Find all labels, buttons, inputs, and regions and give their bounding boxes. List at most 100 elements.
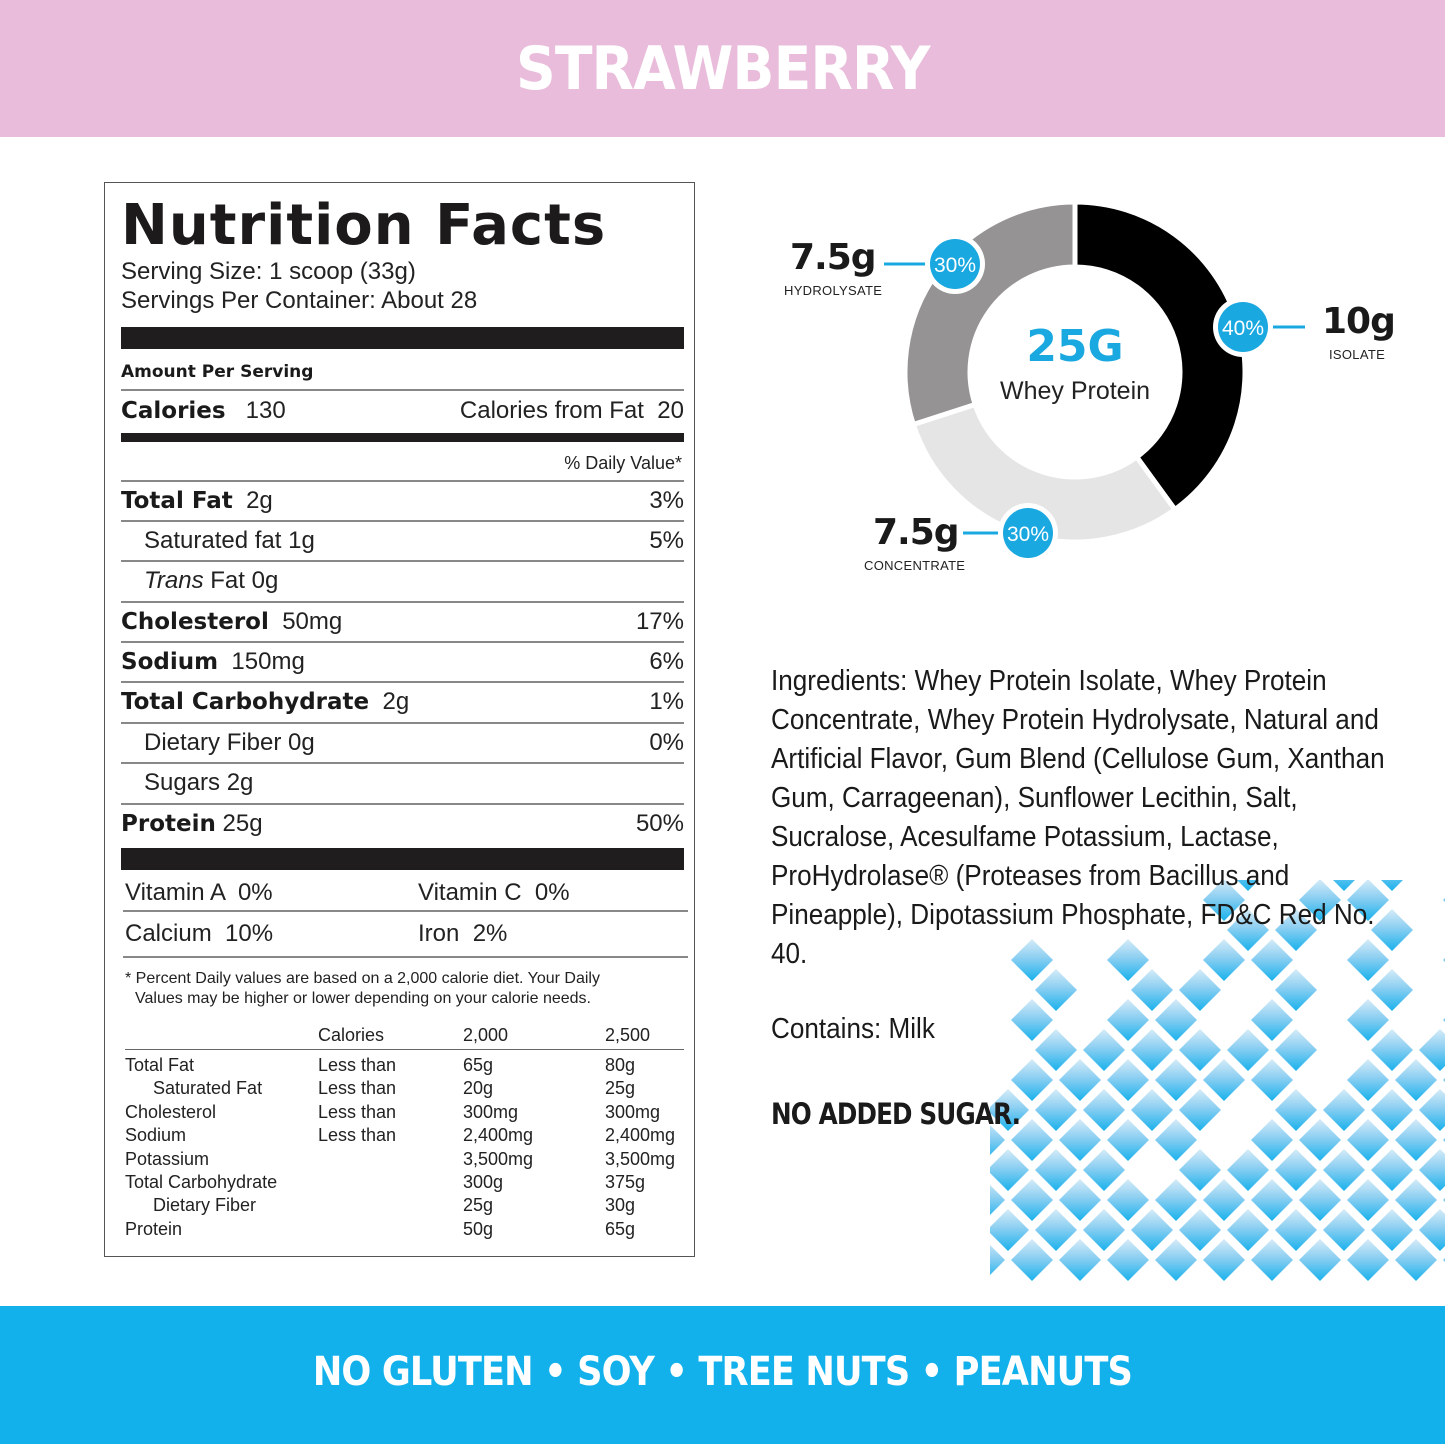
ingredients-text: Ingredients: Whey Protein Isolate, Whey … xyxy=(771,665,1385,970)
reference-table-cell: 20g xyxy=(463,1078,494,1099)
divider xyxy=(121,641,684,643)
reference-table-cell: 80g xyxy=(605,1055,636,1075)
calories-value: 130 xyxy=(245,397,286,424)
flavor-banner: STRAWBERRY xyxy=(0,0,1445,137)
calories-label: Calories xyxy=(121,398,226,424)
medium-divider xyxy=(121,433,684,442)
nutrient-name: Sugars 2g xyxy=(144,769,254,796)
no-added-sugar-claim: NO ADDED SUGAR. xyxy=(771,1097,1021,1131)
nutrient-name: Protein xyxy=(121,811,216,837)
divider xyxy=(123,910,688,912)
nutrient-row: Sodium 150mg 6% xyxy=(121,643,684,681)
reference-table-cell: 375g xyxy=(605,1172,646,1192)
reference-table-cell: Cholesterol xyxy=(125,1101,217,1122)
reference-table-cell: Less than xyxy=(318,1125,397,1146)
nutrient-row: Total Fat 2g 3% xyxy=(121,482,684,520)
iron: Iron 2% xyxy=(418,920,508,947)
nutrient-amount: 1g xyxy=(288,527,315,554)
calories-from-fat-value: 20 xyxy=(657,397,684,424)
divider xyxy=(121,681,684,683)
reference-table-cell: 3,500mg xyxy=(605,1148,676,1169)
reference-table-cell: 300mg xyxy=(463,1101,519,1122)
nutrient-name: Fat 0g xyxy=(210,567,279,594)
reference-table-cell: Less than xyxy=(318,1101,397,1122)
reference-table-cell: 300g xyxy=(463,1172,504,1192)
divider xyxy=(121,601,684,603)
nutrient-daily-value: 50% xyxy=(635,810,684,837)
divider xyxy=(121,480,684,482)
table-header-2000: 2,000 xyxy=(463,1025,509,1045)
reference-table-cell: Less than xyxy=(318,1078,397,1099)
nutrition-facts-title: Nutrition Facts xyxy=(121,193,607,258)
reference-table-cell: 2,400mg xyxy=(463,1125,534,1146)
nutrient-name: Cholesterol xyxy=(121,609,269,635)
divider xyxy=(121,389,684,391)
nutrient-daily-value: 17% xyxy=(635,608,684,635)
reference-table-cell: 3,500mg xyxy=(463,1148,534,1169)
nutrient-name: Dietary Fiber 0g xyxy=(144,729,315,756)
reference-table-cell: 25g xyxy=(463,1195,494,1216)
amount-per-serving-label: Amount Per Serving xyxy=(121,362,314,382)
divider xyxy=(121,520,684,522)
nutrient-amount: 150mg xyxy=(231,648,305,675)
nutrient-row: Protein 25g 50% xyxy=(121,805,684,843)
reference-table-cell: Protein xyxy=(125,1218,183,1239)
nutrient-row: Sugars 2g xyxy=(121,764,684,802)
serving-size: Serving Size: 1 scoop (33g) xyxy=(121,258,416,285)
nutrient-name: Saturated fat xyxy=(144,527,282,554)
nutrient-row: Dietary Fiber 0g 0% xyxy=(121,724,684,762)
calories-from-fat-label: Calories from Fat xyxy=(459,397,644,424)
table-header-2500: 2,500 xyxy=(605,1025,651,1045)
reference-table-cell: 65g xyxy=(605,1218,636,1239)
reference-table-cell: 25g xyxy=(605,1078,636,1099)
nutrient-daily-value: 6% xyxy=(649,648,684,675)
nutrient-daily-value: 0% xyxy=(649,729,684,756)
divider xyxy=(121,762,684,764)
nutrient-daily-value: 3% xyxy=(649,487,684,514)
nutrient-name: Total Fat xyxy=(121,488,233,514)
divider xyxy=(121,803,684,805)
divider xyxy=(121,722,684,724)
nutrient-amount: 50mg xyxy=(282,608,343,635)
nutrient-name: Sodium xyxy=(121,649,219,675)
calories-row: Calories 130 Calories from Fat 20 xyxy=(121,392,684,430)
reference-table-cell: 300mg xyxy=(605,1101,661,1122)
reference-table-cell: 65g xyxy=(463,1055,494,1075)
allergen-free-text: NO GLUTEN • SOY • TREE NUTS • PEANUTS xyxy=(312,1349,1133,1395)
vitamin-a: Vitamin A 0% xyxy=(125,879,273,906)
footnote: * Percent Daily values are based on a 2,… xyxy=(125,969,685,1009)
calcium: Calcium 10% xyxy=(125,920,274,947)
reference-table-cell: 50g xyxy=(463,1218,494,1239)
servings-per-container: Servings Per Container: About 28 xyxy=(121,287,478,314)
thick-divider xyxy=(121,848,684,870)
vitamin-c: Vitamin C 0% xyxy=(418,879,570,906)
allergen-free-banner: NO GLUTEN • SOY • TREE NUTS • PEANUTS xyxy=(0,1306,1445,1444)
nutrient-row: Total Carbohydrate 2g 1% xyxy=(121,683,684,721)
reference-table-cell: Potassium xyxy=(125,1148,210,1169)
nutrient-name: Total Carbohydrate xyxy=(121,689,370,715)
allergen-contains: Contains: Milk xyxy=(771,1013,935,1045)
reference-table-cell: 2,400mg xyxy=(605,1125,676,1146)
daily-value-header: % Daily Value* xyxy=(564,453,682,473)
nutrient-name-italic: Trans xyxy=(144,567,204,594)
nutrient-row: Cholesterol 50mg 17% xyxy=(121,603,684,641)
flavor-title: STRAWBERRY xyxy=(515,33,931,104)
nutrient-amount: 2g xyxy=(382,688,410,715)
reference-table-cell: Total Carbohydrate xyxy=(125,1172,278,1192)
table-header-calories: Calories xyxy=(318,1025,385,1045)
reference-table-cell: Dietary Fiber xyxy=(143,1195,257,1216)
nutrition-facts-panel: Nutrition Facts Serving Size: 1 scoop (3… xyxy=(104,182,695,1257)
reference-table-cell: 30g xyxy=(605,1195,636,1216)
nutrient-daily-value: 5% xyxy=(649,527,684,554)
divider xyxy=(123,956,688,958)
reference-table-cell: Sodium xyxy=(125,1125,187,1146)
nutrient-row: Saturated fat 1g 5% xyxy=(121,522,684,560)
reference-table-cell: Total Fat xyxy=(125,1055,195,1075)
reference-table-cell: Less than xyxy=(318,1055,397,1075)
nutrient-row: Trans Fat 0g xyxy=(121,562,684,600)
divider xyxy=(125,1049,684,1050)
thick-divider xyxy=(121,327,684,349)
divider xyxy=(121,560,684,562)
nutrient-daily-value: 1% xyxy=(649,688,684,715)
